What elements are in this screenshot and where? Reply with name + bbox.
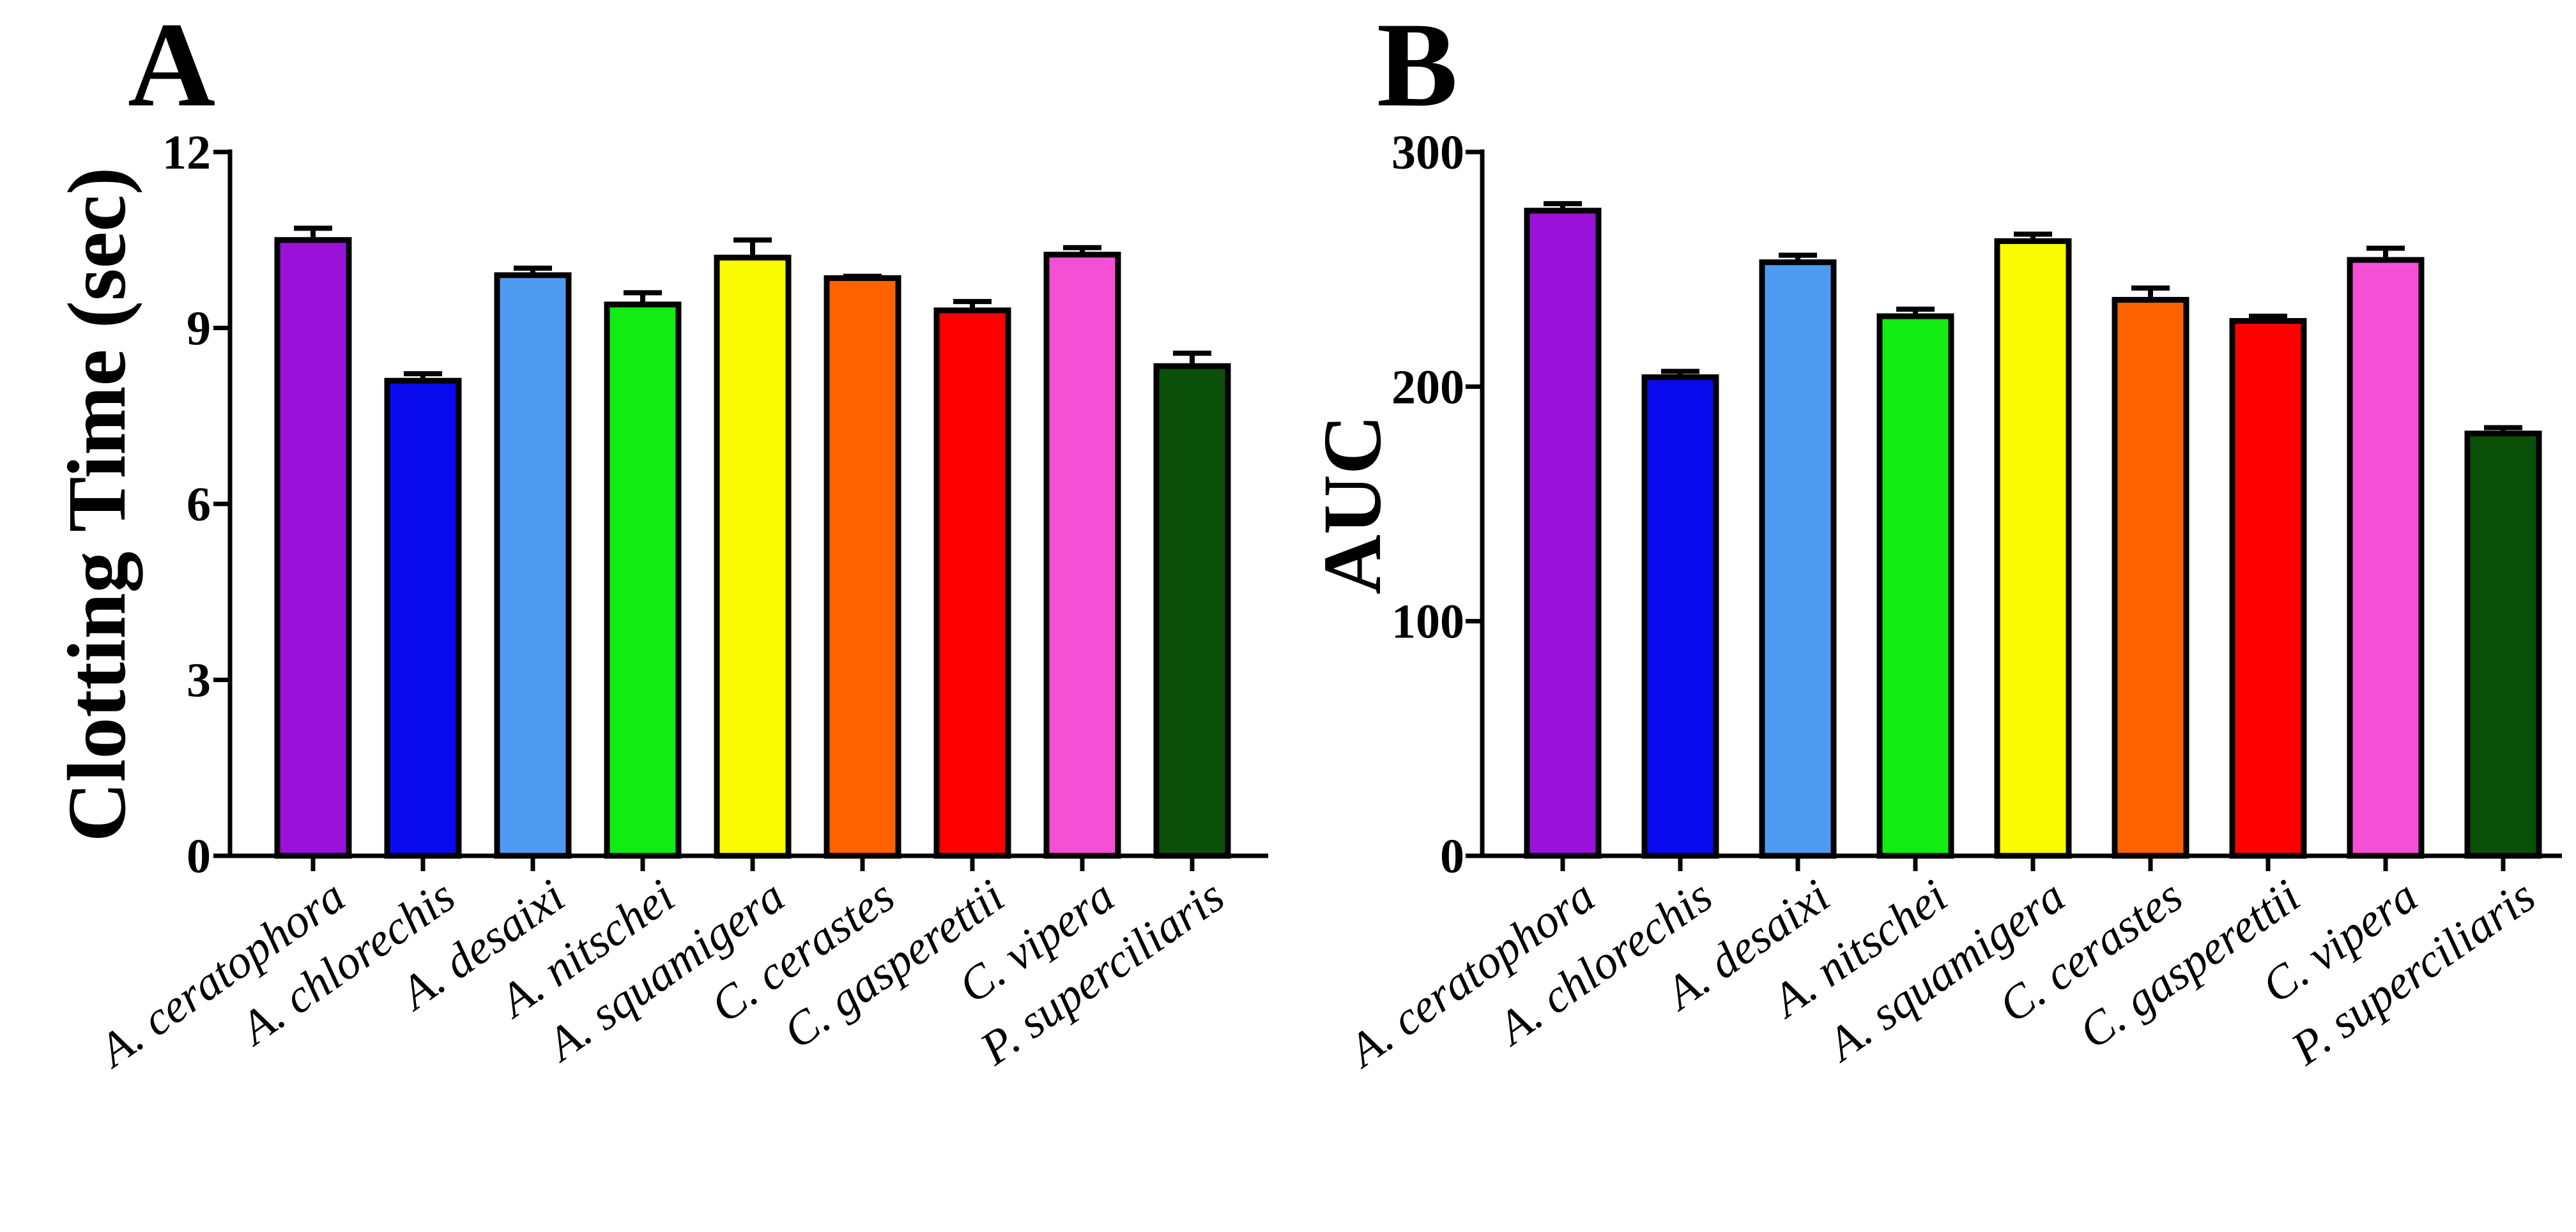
panel-a-bar — [824, 275, 901, 859]
panel-a-y-tick-label: 3 — [187, 654, 211, 708]
panel-a-bar — [384, 377, 462, 859]
panel-a-y-tick-label: 0 — [187, 830, 211, 883]
panel-b-bar — [2347, 257, 2425, 859]
panel-b-bar — [1876, 313, 1954, 859]
panel-a-bar — [274, 237, 352, 859]
panel-b-y-tick-label: 0 — [1440, 830, 1464, 883]
panel-b-y-tick-label: 300 — [1392, 126, 1464, 179]
panel-b-letter: B — [1377, 0, 1458, 132]
panel-a-bar — [933, 307, 1011, 859]
panel-b-bar — [1994, 238, 2072, 859]
panel-a-y-axis-title: Clotting Time (sec) — [51, 167, 143, 842]
panel-b-y-tick-label: 100 — [1392, 595, 1464, 649]
panel-b-bar — [2229, 317, 2307, 859]
panel-a-bar — [604, 301, 682, 859]
panel-a-y-tick-label: 6 — [187, 478, 211, 531]
panel-b-y-tick-label: 200 — [1392, 360, 1464, 414]
panel-a-y-tick-label: 12 — [162, 126, 211, 179]
panel-b-y-axis-title: AUC — [1307, 414, 1399, 595]
panel-b-bar — [1759, 259, 1837, 859]
panel-a-bar — [1153, 363, 1231, 859]
panel-b-bar — [2464, 430, 2542, 859]
panel-b-bar — [2112, 296, 2189, 859]
panel-b-bar — [1641, 374, 1719, 859]
panel-a-letter: A — [128, 0, 215, 132]
panel-a-y-tick-label: 9 — [187, 302, 211, 356]
panel-b-bar — [1524, 208, 1602, 859]
panel-a-bar — [1043, 252, 1121, 859]
panel-a-bar — [494, 272, 572, 859]
panel-a-bar — [714, 254, 792, 859]
